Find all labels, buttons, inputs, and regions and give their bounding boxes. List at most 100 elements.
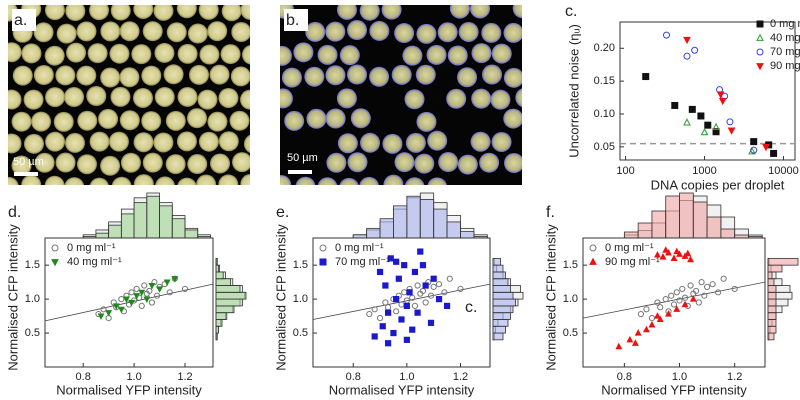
droplet: [187, 23, 208, 44]
point: [673, 289, 680, 296]
droplet: [98, 108, 119, 129]
histogram-bar: [767, 305, 777, 314]
point: [387, 255, 394, 262]
droplet: [359, 176, 379, 185]
histogram-bar: [767, 271, 773, 280]
y-tick-label: 0.5: [563, 327, 578, 339]
droplet: [76, 21, 97, 42]
histogram-bar: [706, 216, 722, 239]
point: [703, 283, 711, 290]
point: [698, 279, 705, 286]
point: [673, 305, 681, 312]
droplet: [53, 111, 74, 132]
point: [427, 319, 435, 326]
droplet: [8, 42, 22, 63]
point: [756, 33, 764, 41]
point: [712, 128, 720, 136]
droplet: [347, 20, 368, 41]
droplet: [394, 152, 415, 173]
point: [670, 254, 678, 261]
point: [371, 333, 378, 340]
y-axis-title: Normalised CFP intensity: [5, 224, 20, 371]
droplet: [446, 88, 467, 109]
droplet: [231, 22, 250, 43]
point: [97, 313, 105, 321]
point: [673, 247, 681, 255]
droplet: [252, 154, 272, 174]
droplet: [89, 131, 110, 152]
droplet: [44, 5, 65, 21]
point: [715, 289, 722, 296]
droplet: [293, 42, 314, 63]
y-tick-label: 1.5: [293, 259, 308, 271]
y-axis-title: Normalised CFP intensity: [273, 224, 288, 371]
droplet: [470, 5, 491, 19]
histogram-bar: [215, 257, 218, 266]
droplet: [12, 65, 33, 86]
droplet: [240, 5, 250, 21]
droplet: [221, 5, 242, 22]
legend-label: 0 mg ml⁻¹: [67, 242, 116, 254]
droplet: [64, 132, 85, 153]
legend-label: 90 mg ml⁻¹: [770, 60, 800, 72]
droplet: [11, 111, 32, 132]
droplet: [110, 86, 131, 107]
point: [123, 296, 130, 304]
droplet: [153, 132, 174, 153]
droplet: [339, 45, 360, 66]
droplet: [359, 5, 380, 21]
histogram-bar: [433, 208, 448, 239]
legend-label: 40 mg ml⁻¹: [67, 256, 122, 268]
histogram-bar: [767, 291, 777, 300]
point: [163, 279, 171, 287]
histogram-bar: [492, 312, 511, 320]
histogram-bar: [215, 332, 218, 341]
point: [712, 122, 720, 131]
histogram-bar: [720, 228, 736, 239]
histogram-bar: [767, 312, 777, 320]
point: [398, 316, 405, 323]
point: [133, 285, 140, 293]
x-axis-title: Normalised YFP intensity: [329, 382, 475, 397]
histogram-bar: [651, 210, 667, 239]
point: [414, 309, 421, 316]
histogram-bar: [171, 218, 186, 239]
point: [692, 287, 700, 295]
legend-label: 70 mg ml⁻¹: [335, 256, 390, 268]
point: [676, 297, 683, 304]
droplet: [280, 175, 292, 185]
point: [643, 306, 650, 313]
droplet: [45, 87, 66, 108]
droplet: [197, 89, 218, 110]
droplet: [325, 21, 346, 42]
droplet: [218, 87, 239, 108]
point: [430, 283, 437, 290]
histogram-bar: [679, 192, 694, 239]
point: [409, 326, 416, 333]
droplet: [77, 110, 98, 131]
droplet: [199, 44, 220, 65]
histogram-bar: [159, 205, 173, 239]
histogram-bar: [215, 291, 247, 300]
histogram-bar: [492, 298, 516, 307]
point: [422, 299, 429, 306]
x-tick-label: 1.0: [399, 371, 414, 383]
point: [393, 258, 400, 265]
legend-label: 0 mg ml⁻¹: [335, 242, 384, 254]
point: [700, 128, 709, 136]
histogram-bar: [637, 222, 653, 239]
x-tick-label: 0.8: [76, 371, 91, 383]
point: [665, 310, 672, 317]
droplet: [153, 5, 174, 21]
histogram-bar: [446, 221, 461, 239]
droplet: [120, 152, 141, 173]
point: [656, 315, 664, 323]
droplet: [56, 23, 77, 44]
droplet: [415, 64, 436, 85]
droplet: [457, 154, 478, 175]
y-tick-label: 1.5: [25, 259, 40, 271]
point: [648, 320, 656, 328]
droplet: [404, 89, 425, 110]
droplet: [369, 20, 390, 41]
